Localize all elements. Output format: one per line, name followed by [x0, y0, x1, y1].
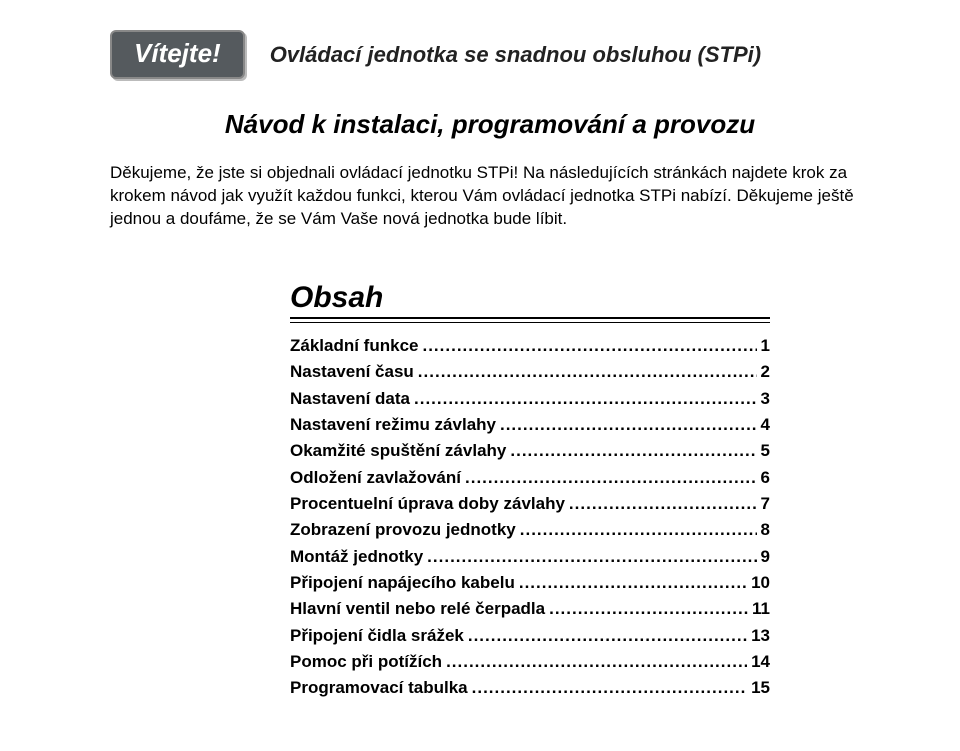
toc-row: Nastavení režimu závlahy 4 [290, 412, 770, 438]
toc-row: Připojení čidla srážek 13 [290, 623, 770, 649]
toc-dots [465, 465, 757, 491]
toc-row: Základní funkce 1 [290, 333, 770, 359]
toc-dots [520, 517, 757, 543]
toc-heading: Obsah [290, 281, 770, 319]
toc-label: Programovací tabulka [290, 675, 468, 701]
toc-label: Procentuelní úprava doby závlahy [290, 491, 565, 517]
toc-page: 15 [751, 675, 770, 701]
toc-dots [569, 491, 757, 517]
toc-label: Připojení napájecího kabelu [290, 570, 515, 596]
toc-label: Připojení čidla srážek [290, 623, 464, 649]
toc-page: 8 [761, 517, 770, 543]
toc-label: Montáž jednotky [290, 544, 423, 570]
toc-section: Obsah Základní funkce 1Nastavení času 2N… [290, 281, 770, 702]
toc-row: Nastavení času 2 [290, 359, 770, 385]
toc-dots [519, 570, 747, 596]
header-row: Vítejte! Ovládací jednotka se snadnou ob… [110, 30, 870, 79]
toc-page: 14 [751, 649, 770, 675]
welcome-badge: Vítejte! [110, 30, 245, 79]
toc-page: 6 [761, 465, 770, 491]
page-title: Návod k instalaci, programování a provoz… [110, 109, 870, 140]
toc-row: Procentuelní úprava doby závlahy 7 [290, 491, 770, 517]
toc-row: Programovací tabulka 15 [290, 675, 770, 701]
toc-dots [468, 623, 747, 649]
toc-row: Pomoc při potížích 14 [290, 649, 770, 675]
toc-label: Pomoc při potížích [290, 649, 442, 675]
toc-page: 3 [761, 386, 770, 412]
toc-page: 11 [752, 596, 770, 622]
toc-page: 1 [761, 333, 770, 359]
toc-dots [510, 438, 756, 464]
toc-row: Montáž jednotky 9 [290, 544, 770, 570]
toc-row: Odložení zavlažování 6 [290, 465, 770, 491]
intro-paragraph: Děkujeme, že jste si objednali ovládací … [110, 162, 870, 231]
toc-page: 4 [761, 412, 770, 438]
toc-dots [446, 649, 747, 675]
toc-dots [427, 544, 756, 570]
toc-row: Hlavní ventil nebo relé čerpadla 11 [290, 596, 770, 622]
header-subtitle: Ovládací jednotka se snadnou obsluhou (S… [270, 42, 761, 68]
toc-row: Nastavení data 3 [290, 386, 770, 412]
toc-page: 2 [761, 359, 770, 385]
toc-label: Hlavní ventil nebo relé čerpadla [290, 596, 545, 622]
toc-dots [549, 596, 748, 622]
toc-label: Zobrazení provozu jednotky [290, 517, 516, 543]
toc-page: 10 [751, 570, 770, 596]
toc-page: 7 [761, 491, 770, 517]
toc-row: Připojení napájecího kabelu 10 [290, 570, 770, 596]
toc-label: Okamžité spuštění závlahy [290, 438, 506, 464]
toc-label: Odložení zavlažování [290, 465, 461, 491]
toc-label: Nastavení režimu závlahy [290, 412, 496, 438]
toc-row: Zobrazení provozu jednotky 8 [290, 517, 770, 543]
toc-page: 5 [761, 438, 770, 464]
toc-label: Základní funkce [290, 333, 418, 359]
toc-dots [418, 359, 757, 385]
toc-underline [290, 322, 770, 323]
toc-dots [500, 412, 757, 438]
toc-label: Nastavení data [290, 386, 410, 412]
toc-label: Nastavení času [290, 359, 414, 385]
toc-page: 13 [751, 623, 770, 649]
toc-dots [472, 675, 747, 701]
toc-row: Okamžité spuštění závlahy 5 [290, 438, 770, 464]
toc-page: 9 [761, 544, 770, 570]
toc-dots [422, 333, 756, 359]
toc-dots [414, 386, 757, 412]
toc-list: Základní funkce 1Nastavení času 2Nastave… [290, 333, 770, 702]
